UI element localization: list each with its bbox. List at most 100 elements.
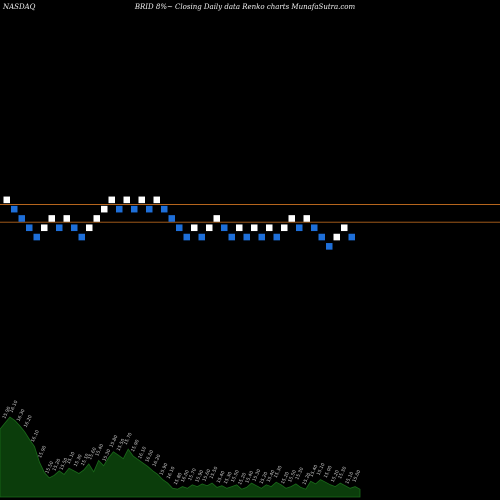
renko-brick-36 [266,224,273,232]
volume-label-15: 15.30 [101,448,112,462]
volume-label-45: 15.10 [316,462,327,476]
volume-label-11: 15.30 [73,453,84,467]
volume-label-35: 15.40 [244,470,255,484]
volume-label-6: 15.90 [37,445,48,459]
volume-label-41: 15.50 [287,469,298,483]
renko-brick-18 [131,205,138,213]
renko-brick-7 [48,215,55,222]
renko-brick-42 [311,224,318,232]
volume-label-38: 15.40 [266,469,277,483]
renko-brick-43 [318,233,325,241]
renko-brick-27 [198,233,205,241]
volume-labels-group: 15.9016.1016.3016.2016.1015.9015.5015.20… [1,399,362,486]
renko-brick-23 [168,215,175,222]
volume-label-10: 15.10 [66,451,77,465]
renko-brick-32 [236,224,243,232]
renko-brick-15 [108,196,115,204]
chart-caption: BRID 8%~ Closing Daily data Renko charts… [134,3,356,11]
reference-lines-group [0,204,500,223]
renko-brick-21 [153,196,160,204]
volume-label-47: 15.20 [330,469,341,483]
renko-brick-39 [288,215,295,222]
volume-label-12: 15.10 [80,453,91,467]
volume-label-23: 15.90 [159,462,170,476]
renko-brick-41 [303,215,310,222]
renko-brick-29 [213,215,220,222]
renko-brick-35 [258,233,265,241]
volume-label-21: 16.00 [144,449,155,463]
volume-label-29: 15.60 [201,468,212,482]
volume-label-13: 15.60 [87,446,98,460]
renko-brick-26 [191,224,198,232]
renko-brick-28 [206,224,213,232]
volume-label-26: 16.00 [180,469,191,483]
renko-brick-13 [93,215,100,222]
renko-brick-34 [251,224,258,232]
renko-bricks-group [3,196,355,250]
exchange-label: NASDAQ [3,3,36,11]
volume-label-31: 15.40 [216,470,227,484]
renko-brick-22 [161,205,168,213]
volume-label-49: 15.10 [344,471,355,485]
volume-label-32: 15.30 [223,471,234,485]
volume-label-46: 15.00 [323,465,334,479]
volume-label-20: 16.10 [137,446,148,460]
renko-brick-5 [33,233,40,241]
volume-label-48: 15.30 [337,466,348,480]
volume-label-1: 15.90 [1,406,12,420]
renko-brick-19 [138,196,145,204]
volume-label-18: 15.70 [123,432,134,446]
renko-brick-33 [243,233,250,241]
volume-label-28: 15.90 [194,469,205,483]
renko-brick-1 [3,196,10,204]
renko-brick-25 [183,233,190,241]
volume-area [0,416,361,498]
volume-label-44: 15.40 [309,464,320,478]
volume-label-30: 15.50 [209,466,220,480]
volume-label-16: 15.80 [109,434,120,448]
volume-label-39: 15.30 [273,465,284,479]
renko-brick-38 [281,224,288,232]
volume-label-4: 16.20 [23,414,34,428]
renko-brick-9 [63,215,70,222]
renko-brick-3 [18,215,25,222]
volume-area-group [0,416,361,498]
renko-brick-11 [78,233,85,241]
renko-brick-46 [341,224,348,232]
renko-brick-10 [71,224,78,232]
volume-label-7: 15.50 [44,460,55,474]
volume-label-34: 15.20 [237,472,248,486]
renko-brick-37 [273,233,280,241]
renko-brick-17 [123,196,130,204]
volume-label-5: 16.10 [30,429,41,443]
volume-label-19: 15.90 [130,439,141,453]
volume-label-22: 16.20 [151,453,162,467]
renko-brick-2 [11,205,18,213]
volume-label-36: 15.30 [251,468,262,482]
renko-brick-31 [228,233,235,241]
volume-label-40: 15.20 [280,471,291,485]
renko-brick-45 [333,233,340,241]
renko-brick-40 [296,224,303,232]
renko-brick-14 [101,205,108,213]
volume-label-8: 15.20 [51,458,62,472]
volume-label-50: 15.00 [351,469,362,483]
volume-label-27: 15.70 [187,467,198,481]
renko-brick-16 [116,205,123,213]
volume-label-14: 15.40 [94,443,105,457]
renko-brick-12 [86,224,93,232]
volume-label-43: 15.20 [301,472,312,486]
renko-brick-24 [176,224,183,232]
volume-label-25: 15.80 [173,472,184,486]
renko-brick-20 [146,205,153,213]
renko-brick-4 [26,224,33,232]
volume-label-2: 16.10 [9,399,20,413]
volume-label-33: 15.50 [230,469,241,483]
renko-brick-6 [41,224,48,232]
volume-label-17: 15.50 [116,438,127,452]
renko-brick-8 [56,224,63,232]
volume-label-9: 15.50 [59,457,70,471]
volume-label-3: 16.30 [16,408,27,422]
